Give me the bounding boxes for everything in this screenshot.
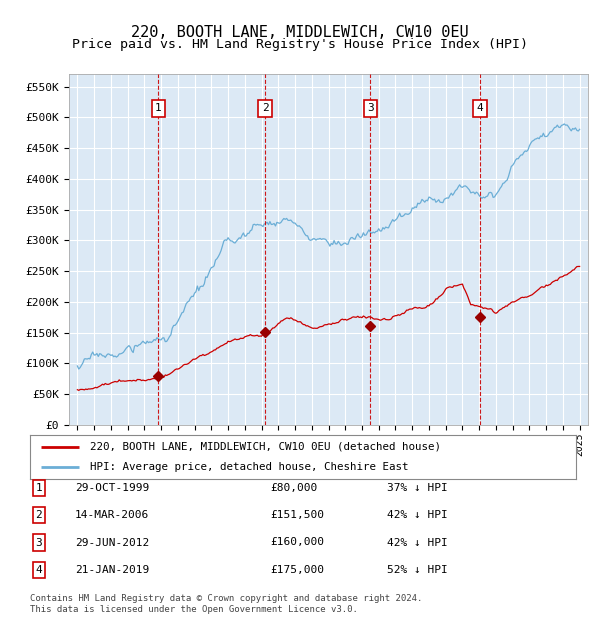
- Text: 220, BOOTH LANE, MIDDLEWICH, CW10 0EU (detached house): 220, BOOTH LANE, MIDDLEWICH, CW10 0EU (d…: [90, 442, 441, 452]
- Text: 37% ↓ HPI: 37% ↓ HPI: [387, 483, 448, 493]
- Text: 2: 2: [35, 510, 43, 520]
- Text: Contains HM Land Registry data © Crown copyright and database right 2024.
This d: Contains HM Land Registry data © Crown c…: [30, 595, 422, 614]
- Text: 3: 3: [35, 538, 43, 547]
- Text: £160,000: £160,000: [270, 538, 324, 547]
- Text: 3: 3: [367, 103, 374, 113]
- Text: 14-MAR-2006: 14-MAR-2006: [75, 510, 149, 520]
- Text: 52% ↓ HPI: 52% ↓ HPI: [387, 565, 448, 575]
- Text: £175,000: £175,000: [270, 565, 324, 575]
- Text: 21-JAN-2019: 21-JAN-2019: [75, 565, 149, 575]
- Text: 42% ↓ HPI: 42% ↓ HPI: [387, 538, 448, 547]
- Text: HPI: Average price, detached house, Cheshire East: HPI: Average price, detached house, Ches…: [90, 462, 409, 472]
- Text: 42% ↓ HPI: 42% ↓ HPI: [387, 510, 448, 520]
- Text: 2: 2: [262, 103, 268, 113]
- Text: 1: 1: [155, 103, 161, 113]
- Text: 29-JUN-2012: 29-JUN-2012: [75, 538, 149, 547]
- Text: 4: 4: [35, 565, 43, 575]
- Text: £80,000: £80,000: [270, 483, 317, 493]
- Text: £151,500: £151,500: [270, 510, 324, 520]
- Text: Price paid vs. HM Land Registry's House Price Index (HPI): Price paid vs. HM Land Registry's House …: [72, 38, 528, 51]
- Text: 220, BOOTH LANE, MIDDLEWICH, CW10 0EU: 220, BOOTH LANE, MIDDLEWICH, CW10 0EU: [131, 25, 469, 40]
- Text: 4: 4: [477, 103, 484, 113]
- Text: 1: 1: [35, 483, 43, 493]
- Text: 29-OCT-1999: 29-OCT-1999: [75, 483, 149, 493]
